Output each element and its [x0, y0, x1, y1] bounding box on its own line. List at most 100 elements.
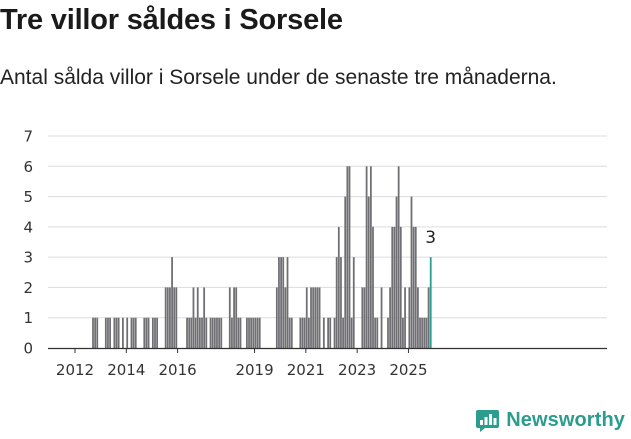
bar [414, 226, 417, 348]
bar [322, 317, 325, 348]
x-tick-label: 2021 [287, 361, 325, 379]
bar [109, 317, 111, 348]
bar [412, 226, 415, 348]
bar [164, 287, 167, 348]
bar [350, 317, 353, 348]
bar [96, 317, 99, 348]
bar [419, 317, 421, 348]
bar [299, 317, 302, 348]
bar [143, 317, 146, 348]
x-tick-label: 2025 [389, 361, 427, 379]
bar [94, 317, 97, 348]
bar [387, 317, 389, 348]
bar [218, 317, 220, 348]
bar [363, 287, 366, 348]
bar [301, 317, 304, 348]
bar [173, 287, 176, 348]
bar [421, 317, 424, 348]
bar [213, 317, 216, 348]
bar [376, 317, 379, 348]
bar [367, 196, 370, 348]
bar [282, 257, 285, 348]
bar [389, 287, 391, 348]
x-tick-label: 2019 [235, 361, 273, 379]
bar [348, 166, 351, 348]
bar [288, 317, 291, 348]
bar [312, 287, 315, 348]
bar [399, 226, 402, 348]
bar [235, 287, 238, 348]
data-label: 3 [425, 228, 436, 248]
bar [254, 317, 257, 348]
bar [344, 196, 347, 348]
y-tick-label: 2 [23, 279, 33, 297]
bar [310, 287, 312, 348]
bar [115, 317, 118, 348]
bar [192, 287, 195, 348]
y-tick-label: 3 [23, 249, 33, 267]
bar [258, 317, 261, 348]
bar [107, 317, 109, 348]
bar [284, 287, 287, 348]
bar [190, 317, 193, 348]
bar [147, 317, 150, 348]
bar [402, 317, 404, 348]
bar [305, 287, 308, 348]
x-tick-label: 2023 [338, 361, 376, 379]
bar [156, 317, 159, 348]
bar [196, 287, 199, 348]
bar-chart-speech-icon [476, 410, 500, 432]
newsworthy-logo: Newsworthy [475, 408, 625, 433]
bar [237, 317, 240, 348]
bar [286, 257, 289, 348]
bar [397, 166, 400, 348]
bar [314, 287, 317, 348]
bar [408, 287, 411, 348]
bar [113, 317, 116, 348]
bar [391, 226, 394, 348]
bar [346, 166, 349, 348]
bar [280, 257, 282, 348]
bar [335, 257, 338, 348]
bar [307, 317, 310, 348]
bar [145, 317, 148, 348]
bar [365, 166, 368, 348]
bar [166, 287, 169, 348]
x-tick-label: 2014 [107, 361, 145, 379]
bar [132, 317, 135, 348]
y-tick-label: 7 [23, 128, 33, 146]
bar [340, 257, 342, 348]
bar [169, 287, 171, 348]
x-tick-label: 2012 [56, 361, 94, 379]
brand-name: Newsworthy [506, 409, 625, 431]
bar [278, 257, 280, 348]
bar [374, 317, 377, 348]
bar [220, 317, 223, 348]
bar [417, 287, 419, 348]
page-subtitle: Antal sålda villor i Sorsele under de se… [0, 66, 557, 89]
bar [342, 317, 344, 348]
bar [250, 317, 253, 348]
page-title: Tre villor såldes i Sorsele [0, 4, 343, 36]
bar [126, 317, 129, 348]
bar [198, 317, 201, 348]
bar [233, 287, 235, 348]
bar [303, 317, 306, 348]
bar [333, 317, 336, 348]
bar [209, 317, 212, 348]
bar [228, 287, 231, 348]
bar [252, 317, 255, 348]
bar [316, 287, 319, 348]
bar [372, 226, 374, 348]
bar [188, 317, 191, 348]
bar [380, 287, 383, 348]
bar [130, 317, 133, 348]
bar [231, 317, 233, 348]
bar [246, 317, 248, 348]
bar [201, 317, 203, 348]
bar [395, 196, 398, 348]
bar [427, 287, 430, 348]
y-tick-label: 5 [23, 188, 33, 206]
bar [352, 257, 355, 348]
bar [117, 317, 120, 348]
